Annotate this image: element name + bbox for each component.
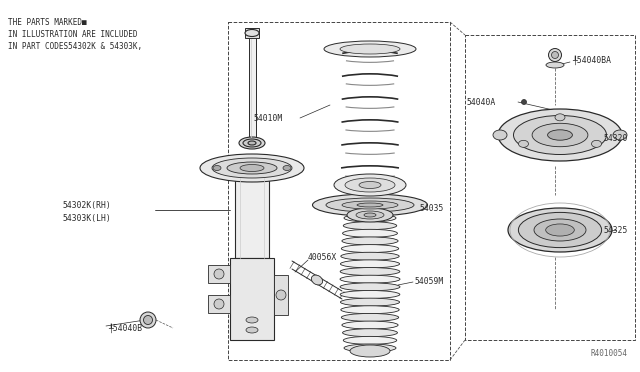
- Ellipse shape: [342, 201, 398, 209]
- Ellipse shape: [356, 211, 384, 219]
- Ellipse shape: [357, 203, 383, 207]
- Ellipse shape: [248, 141, 256, 145]
- Ellipse shape: [347, 208, 393, 222]
- Text: ╀54040BA: ╀54040BA: [572, 55, 611, 65]
- Text: ╀54040B: ╀54040B: [108, 323, 142, 333]
- Ellipse shape: [324, 41, 416, 57]
- Text: 54010M: 54010M: [253, 113, 282, 122]
- FancyBboxPatch shape: [208, 265, 230, 283]
- Ellipse shape: [342, 321, 398, 329]
- Ellipse shape: [246, 317, 258, 323]
- Ellipse shape: [342, 237, 398, 245]
- Text: 40056X: 40056X: [308, 253, 337, 263]
- Ellipse shape: [552, 51, 559, 58]
- Ellipse shape: [276, 290, 286, 300]
- Ellipse shape: [341, 252, 399, 260]
- Ellipse shape: [548, 48, 561, 61]
- Ellipse shape: [312, 194, 428, 216]
- Text: 54035: 54035: [420, 203, 444, 212]
- Text: IN ILLUSTRATION ARE INCLUDED: IN ILLUSTRATION ARE INCLUDED: [8, 30, 138, 39]
- Ellipse shape: [518, 140, 529, 147]
- Ellipse shape: [513, 115, 607, 154]
- Ellipse shape: [591, 140, 602, 147]
- Ellipse shape: [212, 158, 292, 178]
- Ellipse shape: [200, 154, 304, 182]
- Ellipse shape: [343, 222, 397, 230]
- Ellipse shape: [340, 267, 400, 276]
- Ellipse shape: [239, 137, 265, 149]
- Ellipse shape: [334, 174, 406, 196]
- Ellipse shape: [214, 269, 224, 279]
- FancyBboxPatch shape: [208, 295, 230, 313]
- Ellipse shape: [359, 182, 381, 189]
- Ellipse shape: [240, 164, 264, 171]
- Ellipse shape: [613, 130, 627, 140]
- Ellipse shape: [532, 123, 588, 147]
- Text: 54040A: 54040A: [467, 97, 496, 106]
- Ellipse shape: [548, 130, 572, 140]
- FancyBboxPatch shape: [230, 258, 274, 340]
- Text: THE PARTS MARKED■: THE PARTS MARKED■: [8, 18, 86, 27]
- Ellipse shape: [143, 315, 152, 324]
- FancyBboxPatch shape: [248, 30, 255, 145]
- Text: 54325: 54325: [604, 225, 628, 234]
- Ellipse shape: [344, 344, 396, 352]
- Ellipse shape: [518, 212, 602, 248]
- Ellipse shape: [340, 298, 399, 306]
- Text: 54302K(RH): 54302K(RH): [62, 201, 111, 209]
- Ellipse shape: [140, 312, 156, 328]
- Ellipse shape: [345, 178, 395, 192]
- Ellipse shape: [340, 291, 400, 298]
- Ellipse shape: [522, 99, 527, 105]
- FancyBboxPatch shape: [245, 28, 259, 38]
- Ellipse shape: [227, 162, 277, 174]
- Text: R4010054: R4010054: [591, 349, 628, 358]
- FancyBboxPatch shape: [235, 178, 269, 258]
- Ellipse shape: [340, 260, 399, 268]
- Text: IN PART CODES54302K & 54303K,: IN PART CODES54302K & 54303K,: [8, 42, 142, 51]
- Ellipse shape: [546, 62, 564, 68]
- Ellipse shape: [534, 219, 586, 241]
- Ellipse shape: [340, 283, 400, 291]
- Ellipse shape: [213, 166, 221, 170]
- Ellipse shape: [341, 314, 399, 321]
- FancyBboxPatch shape: [274, 275, 288, 315]
- Ellipse shape: [340, 275, 400, 283]
- Ellipse shape: [343, 336, 397, 344]
- Ellipse shape: [341, 306, 399, 314]
- Text: 54320: 54320: [604, 134, 628, 142]
- Ellipse shape: [344, 214, 396, 222]
- Ellipse shape: [493, 130, 507, 140]
- Ellipse shape: [326, 198, 414, 212]
- Ellipse shape: [508, 208, 612, 252]
- Ellipse shape: [341, 245, 399, 253]
- Ellipse shape: [546, 224, 574, 236]
- Ellipse shape: [342, 329, 397, 337]
- Text: 54303K(LH): 54303K(LH): [62, 214, 111, 222]
- Ellipse shape: [243, 139, 261, 147]
- Ellipse shape: [340, 44, 400, 54]
- Ellipse shape: [246, 327, 258, 333]
- Ellipse shape: [555, 114, 565, 121]
- Ellipse shape: [311, 275, 323, 285]
- Text: 54059M: 54059M: [415, 278, 444, 286]
- Ellipse shape: [350, 345, 390, 357]
- Ellipse shape: [342, 229, 397, 237]
- Ellipse shape: [364, 213, 376, 217]
- Ellipse shape: [245, 29, 259, 36]
- Ellipse shape: [214, 299, 224, 309]
- Ellipse shape: [283, 166, 291, 170]
- Ellipse shape: [498, 109, 622, 161]
